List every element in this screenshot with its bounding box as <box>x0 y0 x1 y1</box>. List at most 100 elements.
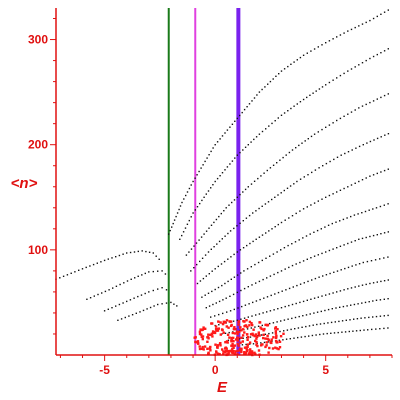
data-point <box>362 144 364 146</box>
data-point <box>361 105 364 107</box>
data-point <box>148 291 150 293</box>
data-point <box>193 267 195 269</box>
highlight-point <box>214 325 218 328</box>
data-point <box>264 203 267 205</box>
data-point <box>298 315 300 318</box>
data-point <box>329 272 331 275</box>
highlight-point <box>229 320 233 323</box>
data-point <box>387 314 389 317</box>
data-point <box>144 272 146 275</box>
data-point <box>267 201 270 203</box>
data-point <box>129 251 132 254</box>
data-point <box>216 177 219 180</box>
data-point <box>331 308 333 310</box>
data-point <box>343 115 345 117</box>
data-point <box>280 192 282 194</box>
data-point <box>260 175 262 177</box>
x-tick-label: -5 <box>99 363 110 377</box>
highlight-point <box>239 341 242 344</box>
data-point <box>328 40 331 42</box>
data-point <box>311 279 313 281</box>
data-point <box>246 244 248 247</box>
data-point <box>204 254 207 256</box>
data-point <box>269 322 271 325</box>
data-point <box>258 280 261 283</box>
highlight-point <box>216 346 219 349</box>
data-point <box>265 257 267 259</box>
highlight-point <box>262 333 265 336</box>
data-point <box>86 298 88 300</box>
data-point <box>280 307 283 309</box>
data-point <box>233 308 235 311</box>
data-point <box>255 300 258 302</box>
data-point <box>298 144 300 147</box>
data-point <box>271 332 274 334</box>
highlight-point <box>198 345 201 348</box>
highlight-point <box>271 347 275 350</box>
data-point <box>312 324 314 326</box>
data-point <box>317 296 319 298</box>
data-point <box>328 124 331 126</box>
data-point <box>347 288 349 290</box>
highlight-point <box>254 333 258 336</box>
data-point <box>253 97 256 99</box>
data-point <box>70 272 72 274</box>
highlight-point <box>249 351 252 354</box>
data-points <box>55 9 390 347</box>
data-point <box>272 253 275 255</box>
data-point <box>152 289 154 292</box>
data-point <box>192 212 194 214</box>
data-point <box>284 219 286 221</box>
data-point <box>310 135 313 138</box>
data-point <box>261 205 263 207</box>
data-point <box>259 298 261 301</box>
highlight-point <box>234 327 237 331</box>
data-point <box>137 250 139 253</box>
data-point <box>96 262 98 264</box>
data-point <box>313 48 316 50</box>
data-point <box>325 162 328 165</box>
highlight-point <box>245 349 249 352</box>
data-point <box>261 324 263 327</box>
data-point <box>271 198 273 201</box>
data-point <box>169 229 171 232</box>
data-point <box>293 105 295 107</box>
data-point <box>231 123 234 125</box>
highlight-point <box>206 340 209 343</box>
highlight-point <box>221 348 224 351</box>
data-point <box>274 120 276 122</box>
highlight-point <box>264 337 267 340</box>
data-point <box>224 169 226 171</box>
data-point <box>283 112 286 114</box>
highlight-point <box>258 334 261 337</box>
data-point <box>347 30 349 32</box>
data-point <box>383 280 386 282</box>
data-point <box>267 83 269 85</box>
highlight-point <box>244 352 247 356</box>
data-point <box>341 320 344 322</box>
data-point <box>299 283 302 285</box>
data-point <box>347 186 349 188</box>
data-point <box>320 228 322 230</box>
data-point <box>354 26 356 29</box>
highlight-point <box>218 353 221 356</box>
data-point <box>316 229 319 232</box>
highlight-point <box>233 332 237 335</box>
data-point <box>332 193 334 195</box>
data-point <box>365 236 367 239</box>
data-point <box>293 61 295 63</box>
data-point <box>146 308 148 310</box>
data-point <box>220 212 222 215</box>
data-point <box>266 277 268 279</box>
data-point <box>383 50 386 52</box>
data-point <box>133 297 135 299</box>
data-point <box>372 300 374 302</box>
data-point <box>206 157 208 159</box>
data-point <box>383 257 385 259</box>
data-point <box>296 59 298 61</box>
data-point <box>231 160 234 162</box>
highlight-point <box>219 344 222 347</box>
data-point <box>135 312 137 314</box>
highlight-point <box>201 335 205 338</box>
data-point <box>387 231 389 233</box>
